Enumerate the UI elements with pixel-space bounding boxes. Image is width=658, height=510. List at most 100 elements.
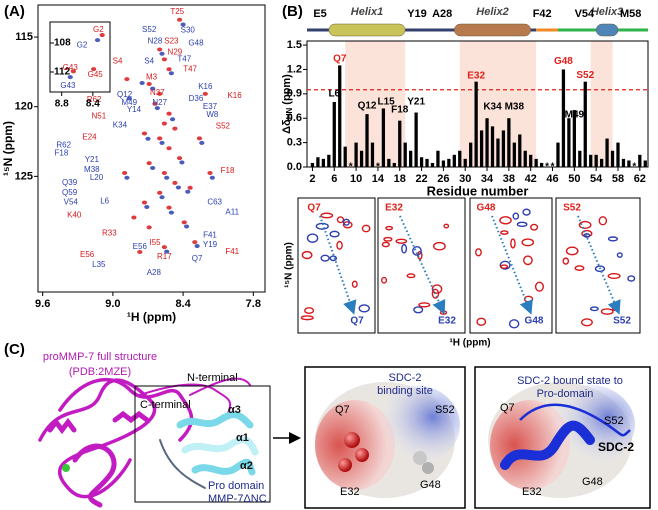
x-tick-label: 62: [634, 173, 646, 185]
peak-label: S52: [613, 316, 631, 327]
bar: [572, 110, 576, 167]
bar: [578, 150, 582, 167]
peak-contour: [395, 238, 408, 244]
annotation: F41: [203, 230, 217, 239]
helix-name: Helix3: [591, 6, 623, 18]
peak: [146, 225, 152, 230]
annotation: M38: [505, 101, 525, 112]
peak: [139, 81, 145, 86]
x-axis-label: Residue number: [427, 183, 529, 198]
bar: [539, 162, 544, 167]
peak: [159, 51, 165, 56]
peak-contour: [499, 216, 512, 225]
peak: [168, 210, 174, 215]
helix-start: A28: [432, 8, 452, 20]
residue-label: Q7: [500, 402, 515, 414]
peak-contour: [522, 208, 531, 216]
x-tick-label: 6: [331, 173, 337, 185]
helix-label: α1: [236, 432, 249, 444]
peak-contour: [320, 212, 334, 219]
shift-arrow: [399, 215, 446, 315]
helix-name: Helix1: [351, 6, 383, 18]
peak-label: E32: [385, 203, 403, 214]
peak-contour: [475, 248, 482, 257]
peak: [184, 224, 190, 229]
x-axis-label: ¹H (ppm): [449, 338, 490, 349]
helix: [328, 23, 406, 37]
annotation: M38: [84, 165, 100, 174]
peak-contour: [381, 276, 388, 284]
helix: [454, 23, 531, 37]
peak: [207, 171, 213, 176]
construct-name: MMP-7ΔNC: [208, 493, 267, 505]
bar: [594, 154, 598, 167]
bar: [474, 81, 478, 167]
annotation: F18: [55, 148, 69, 157]
peak-contour: [383, 236, 393, 242]
helix-label: α3: [228, 404, 241, 416]
peak: [144, 205, 150, 210]
annotation: A11: [225, 208, 239, 217]
peak-contour: [476, 317, 487, 326]
bar: [496, 138, 500, 167]
bar: [419, 157, 424, 167]
peak: [202, 91, 208, 96]
residue-label: E32: [340, 486, 360, 498]
peak: [166, 146, 172, 151]
bar: [627, 160, 631, 167]
peak-contour: [530, 223, 539, 231]
peak-contour: [315, 222, 329, 230]
y-tick-label: 108: [54, 38, 71, 49]
bar: [610, 150, 615, 167]
annotation: S4: [113, 56, 123, 65]
peak-contour: [301, 250, 313, 260]
peak-contour: [443, 223, 450, 229]
peak-contour: [406, 273, 416, 279]
bar: [490, 126, 495, 167]
peak-contour: [336, 216, 345, 224]
y-tick-label: 115: [15, 31, 33, 43]
peak-contour: [499, 260, 511, 270]
bar: [387, 158, 391, 167]
peak: [199, 140, 205, 145]
peak: [172, 126, 178, 131]
annotation: Q12: [358, 101, 377, 112]
peak: [166, 67, 172, 72]
annotation: F18: [221, 166, 235, 175]
x-tick-label: 10: [350, 173, 362, 185]
annotation: S30: [181, 26, 196, 35]
annotation: R17: [157, 252, 172, 261]
peak-contour: [581, 318, 593, 327]
x-tick-label: 54: [590, 173, 603, 185]
annotation: K40: [67, 211, 82, 220]
peak-label: Q7: [350, 316, 364, 327]
surface-bound: [474, 366, 651, 509]
shift-arrow: [491, 215, 533, 315]
peak-label: S52: [563, 203, 581, 214]
y-axis-label: ¹⁵N (ppm): [1, 121, 15, 176]
x-tick-label: 14: [372, 173, 385, 185]
peak: [152, 101, 158, 106]
annotation: R62: [87, 95, 102, 104]
peak-label: G48: [525, 316, 544, 327]
annotation: T47: [177, 54, 191, 63]
annotation: C63: [207, 198, 222, 207]
peak: [161, 57, 167, 62]
plot-frame: [49, 21, 111, 93]
peak-contour: [607, 236, 619, 242]
bar: [338, 65, 342, 167]
x-tick-label: 8.4: [86, 99, 100, 110]
annotation: S23: [164, 37, 179, 46]
peak-label: E32: [438, 316, 456, 327]
bar: [529, 154, 533, 167]
peak: [209, 175, 215, 180]
peak: [91, 67, 97, 72]
bar: [534, 158, 538, 167]
y-axis-label-unit: (ppm): [281, 74, 293, 105]
peak-contour: [413, 306, 424, 314]
x-tick-label: 30: [459, 173, 471, 185]
peak-contour: [329, 230, 340, 238]
peak: [180, 22, 186, 27]
peak-contour: [342, 218, 351, 226]
peak-contour: [512, 212, 520, 220]
